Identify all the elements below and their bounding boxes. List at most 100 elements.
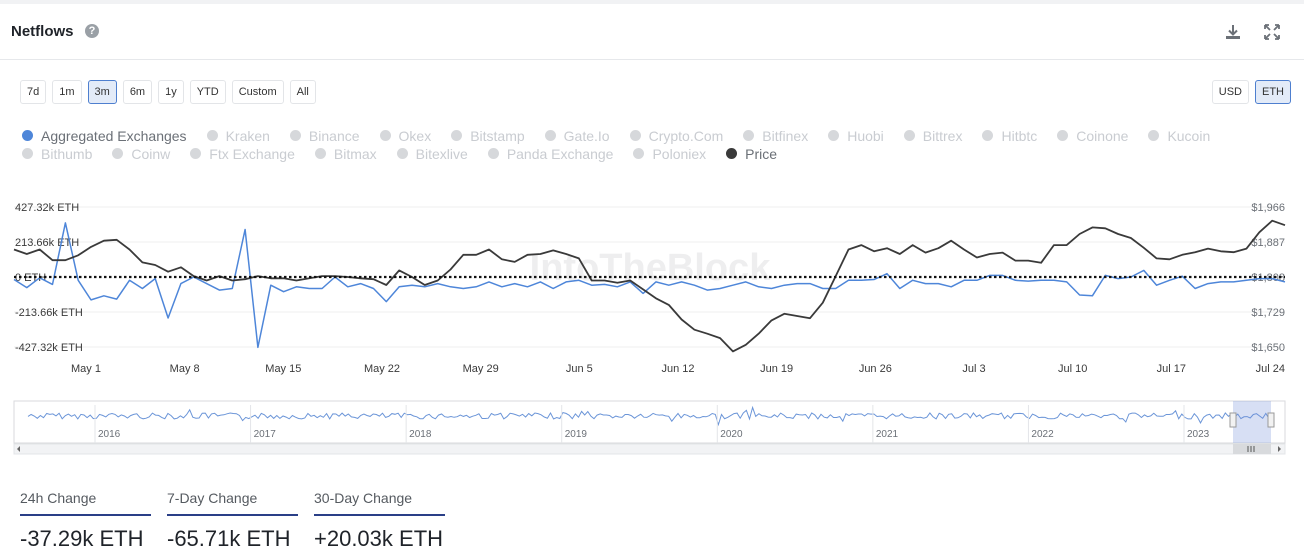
x-tick-label: May 1 xyxy=(71,363,101,375)
legend-item-panda-exchange[interactable]: Panda Exchange xyxy=(487,145,614,162)
legend-item-kraken[interactable]: Kraken xyxy=(206,127,270,144)
fullscreen-icon[interactable] xyxy=(1262,22,1282,42)
chart-legend: Aggregated Exchanges Kraken Binance Okex Bit… xyxy=(22,127,1292,162)
range-1m-button[interactable]: 1m xyxy=(52,80,82,104)
x-tick-label: Jul 17 xyxy=(1157,363,1186,375)
navigator-year-label: 2019 xyxy=(565,429,588,440)
legend-item-bitfinex[interactable]: Bitfinex xyxy=(743,127,808,144)
legend-dot-icon xyxy=(379,130,391,141)
y-right-tick-label: $1,966 xyxy=(1251,202,1285,214)
legend-item-coinone[interactable]: Coinone xyxy=(1057,127,1128,144)
legend-label: Huobi xyxy=(847,127,884,144)
stat-label: 24h Change xyxy=(20,490,151,516)
navigator-frame xyxy=(13,400,1286,444)
legend-item-binance[interactable]: Binance xyxy=(289,127,360,144)
legend-item-bitexlive[interactable]: Bitexlive xyxy=(396,145,468,162)
legend-item-gate-io[interactable]: Gate.Io xyxy=(544,127,610,144)
x-tick-label: May 22 xyxy=(364,363,400,375)
unit-usd-button[interactable]: USD xyxy=(1211,80,1249,104)
range-ytd-button[interactable]: YTD xyxy=(189,80,226,104)
y-left-tick-label: 427.32k ETH xyxy=(15,202,79,214)
navigator-year-label: 2018 xyxy=(409,429,432,440)
legend-label: Bitfinex xyxy=(762,127,809,144)
range-selector: 7d 1m 3m 6m 1y YTD Custom All xyxy=(20,80,316,104)
legend-item-crypto-com[interactable]: Crypto.Com xyxy=(629,127,724,144)
legend-label: Aggregated Exchanges xyxy=(41,127,187,144)
legend-label: Poloniex xyxy=(652,145,707,162)
legend-item-okex[interactable]: Okex xyxy=(379,127,432,144)
x-tick-label: Jul 24 xyxy=(1256,363,1285,375)
legend-label: Bittrex xyxy=(922,127,963,144)
legend-dot-icon xyxy=(22,148,33,159)
legend-dot-icon xyxy=(633,148,645,159)
y-left-tick-label: -427.32k ETH xyxy=(15,342,83,354)
range-6m-button[interactable]: 6m xyxy=(122,80,153,104)
legend-item-huobi[interactable]: Huobi xyxy=(828,127,884,144)
legend-label: Gate.Io xyxy=(563,127,610,144)
legend-dot-icon xyxy=(828,130,840,141)
stat-30d: 30-Day Change +20.03k ETH xyxy=(314,490,445,552)
navigator-scrollbar-thumb[interactable] xyxy=(1233,444,1271,454)
series-line-price xyxy=(13,219,1286,353)
legend-item-price[interactable]: Price xyxy=(726,145,777,162)
download-icon[interactable] xyxy=(1223,22,1243,42)
scroll-left-icon[interactable] xyxy=(17,446,20,452)
navigator-scrollbar-track[interactable] xyxy=(13,443,1286,455)
legend-label: Crypto.Com xyxy=(648,127,724,144)
legend-dot-icon xyxy=(289,130,301,141)
stat-label: 30-Day Change xyxy=(314,490,445,516)
x-tick-label: Jun 5 xyxy=(566,363,593,375)
range-custom-button[interactable]: Custom xyxy=(231,80,284,104)
legend-dot-icon xyxy=(544,130,556,141)
navigator-handle[interactable] xyxy=(1267,412,1275,428)
navigator-year-label: 2020 xyxy=(720,429,743,440)
stat-value: -65.71k ETH xyxy=(167,526,291,551)
legend-dot-icon xyxy=(629,130,641,141)
y-right-tick-label: $1,887 xyxy=(1251,237,1285,249)
legend-dot-icon xyxy=(903,130,915,141)
legend-label: Coinone xyxy=(1076,127,1129,144)
navigator-selection[interactable] xyxy=(1233,401,1271,443)
legend-dot-icon xyxy=(396,148,408,159)
y-left-tick-label: -213.66k ETH xyxy=(15,307,83,319)
legend-item-hitbtc[interactable]: Hitbtc xyxy=(982,127,1037,144)
x-tick-label: May 8 xyxy=(170,363,200,375)
x-tick-label: Jul 10 xyxy=(1058,363,1087,375)
x-tick-label: Jun 26 xyxy=(859,363,892,375)
stat-label: 7-Day Change xyxy=(167,490,298,516)
legend-item-bittrex[interactable]: Bittrex xyxy=(903,127,963,144)
legend-item-bitstamp[interactable]: Bitstamp xyxy=(451,127,525,144)
legend-dot-icon xyxy=(1148,130,1160,141)
legend-dot-icon xyxy=(190,148,202,159)
scroll-right-icon[interactable] xyxy=(1278,446,1281,452)
top-strip xyxy=(0,0,1304,4)
stat-value: -37.29k ETH xyxy=(20,526,144,551)
legend-item-bitmax[interactable]: Bitmax xyxy=(314,145,377,162)
legend-item-kucoin[interactable]: Kucoin xyxy=(1148,127,1210,144)
legend-label: Okex xyxy=(398,127,432,144)
legend-item-coinw[interactable]: Coinw xyxy=(112,145,170,162)
range-7d-button[interactable]: 7d xyxy=(20,80,47,104)
legend-item-bithumb[interactable]: Bithumb xyxy=(22,145,92,162)
range-3m-button[interactable]: 3m xyxy=(87,80,117,104)
range-all-button[interactable]: All xyxy=(289,80,316,104)
legend-item-aggregated-exchanges[interactable]: Aggregated Exchanges xyxy=(22,127,187,144)
legend-dot-icon xyxy=(726,148,738,159)
chart-navigator[interactable]: 2016 2017 2018 2019 2020 2021 2022 2023 xyxy=(0,395,1304,457)
y-left-tick-label: 213.66k ETH xyxy=(15,237,79,249)
navigator-handle[interactable] xyxy=(1229,412,1237,428)
unit-eth-button[interactable]: ETH xyxy=(1255,80,1291,104)
legend-label: Binance xyxy=(308,127,360,144)
navigator-year-label: 2021 xyxy=(876,429,899,440)
legend-label: Panda Exchange xyxy=(506,145,614,162)
legend-dot-icon xyxy=(314,148,326,159)
legend-dot-icon xyxy=(982,130,994,141)
legend-label: Bitexlive xyxy=(415,145,468,162)
legend-label: Bithumb xyxy=(41,145,93,162)
legend-label: Kucoin xyxy=(1167,127,1211,144)
legend-item-ftx-exchange[interactable]: Ftx Exchange xyxy=(190,145,295,162)
range-1y-button[interactable]: 1y xyxy=(158,80,184,104)
help-icon[interactable]: ? xyxy=(85,24,99,38)
legend-item-poloniex[interactable]: Poloniex xyxy=(633,145,706,162)
stat-7d: 7-Day Change -65.71k ETH xyxy=(167,490,298,552)
